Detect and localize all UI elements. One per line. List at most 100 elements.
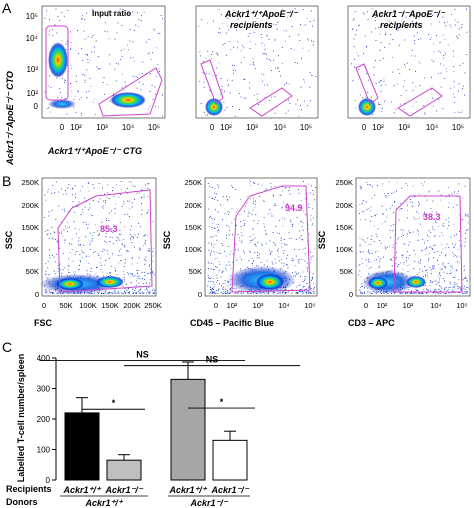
event-dot: [359, 289, 361, 291]
event-dot: [219, 32, 221, 34]
event-dot: [145, 260, 147, 261]
event-dot: [311, 289, 313, 291]
event-dot: [459, 256, 461, 258]
event-dot: [75, 206, 77, 207]
event-dot: [56, 292, 58, 294]
event-dot: [132, 57, 134, 59]
event-dot: [98, 292, 100, 294]
event-dot: [108, 293, 110, 294]
y-tick: 50K: [26, 267, 39, 276]
event-dot: [369, 261, 371, 263]
event-dot: [226, 293, 228, 294]
event-dot: [65, 190, 66, 191]
event-dot: [144, 241, 146, 243]
event-dot: [227, 84, 229, 86]
event-dot: [354, 59, 355, 60]
event-dot: [372, 114, 374, 116]
event-dot: [443, 57, 445, 59]
event-dot: [359, 243, 361, 245]
event-dot: [239, 256, 241, 258]
event-dot: [213, 292, 214, 294]
event-dot: [467, 287, 469, 289]
event-dot: [261, 244, 263, 246]
event-dot: [54, 231, 56, 233]
event-dot: [360, 292, 362, 294]
event-dot: [308, 203, 310, 205]
event-dot: [119, 8, 121, 10]
event-dot: [401, 236, 402, 238]
event-dot: [56, 240, 58, 242]
event-dot: [297, 209, 299, 211]
event-dot: [406, 217, 408, 219]
event-dot: [148, 250, 150, 252]
event-dot: [382, 213, 384, 215]
event-dot: [286, 292, 288, 293]
event-dot: [98, 68, 100, 70]
event-dot: [210, 268, 212, 270]
event-dot: [410, 199, 412, 200]
event-dot: [310, 192, 311, 194]
event-dot: [273, 195, 275, 197]
event-dot: [303, 292, 305, 294]
event-dot: [367, 291, 369, 293]
event-dot: [130, 234, 132, 235]
x-tick: 100K: [79, 301, 97, 310]
event-dot: [463, 270, 465, 272]
event-dot: [159, 71, 161, 72]
event-dot: [289, 187, 290, 188]
event-dot: [466, 292, 468, 294]
event-dot: [212, 278, 214, 279]
event-dot: [281, 259, 282, 260]
event-dot: [141, 189, 143, 191]
panel-a: Ackr1⁻/⁻ApoE⁻/⁻ CTO Ackr1⁺/⁺ApoE⁻/⁻ CTG …: [5, 5, 471, 166]
event-dot: [312, 208, 314, 210]
event-dot: [203, 112, 205, 114]
event-dot: [49, 249, 51, 251]
event-dot: [458, 285, 460, 287]
event-dot: [117, 236, 119, 238]
y-tick: 200K: [21, 201, 39, 210]
y-tick: 50K: [340, 267, 353, 276]
event-dot: [120, 233, 122, 235]
event-dot: [240, 226, 242, 227]
event-dot: [393, 85, 395, 86]
event-dot: [141, 209, 143, 211]
event-dot: [91, 240, 93, 242]
event-dot: [412, 231, 414, 233]
event-dot: [152, 271, 154, 273]
event-dot: [301, 226, 303, 228]
event-dot: [439, 190, 441, 192]
event-dot: [285, 112, 287, 114]
event-dot: [84, 82, 86, 83]
event-dot: [67, 10, 69, 12]
y-tick: 10²: [26, 89, 38, 98]
event-dot: [384, 47, 386, 48]
event-dot: [242, 45, 244, 47]
event-dot: [243, 57, 245, 58]
event-dot: [114, 267, 116, 269]
event-dot: [106, 31, 108, 33]
event-dot: [466, 54, 468, 55]
event-dot: [153, 292, 155, 293]
event-dot: [210, 289, 211, 290]
event-dot: [218, 289, 219, 291]
event-dot: [451, 267, 453, 269]
event-dot: [59, 88, 61, 90]
event-dot: [438, 293, 440, 294]
event-dot: [462, 62, 464, 64]
event-dot: [125, 251, 127, 253]
event-dot: [81, 18, 83, 20]
event-dot: [108, 198, 110, 199]
event-dot: [113, 224, 115, 226]
event-dot: [109, 241, 111, 242]
event-dot: [464, 277, 466, 279]
event-dot: [442, 234, 444, 236]
plot-title: recipients: [380, 20, 423, 30]
event-dot: [107, 192, 109, 194]
event-dot: [114, 289, 116, 290]
event-dot: [131, 263, 133, 265]
event-dot: [380, 80, 382, 82]
event-dot: [445, 196, 447, 198]
event-dot: [209, 291, 211, 293]
event-dot: [249, 251, 251, 253]
